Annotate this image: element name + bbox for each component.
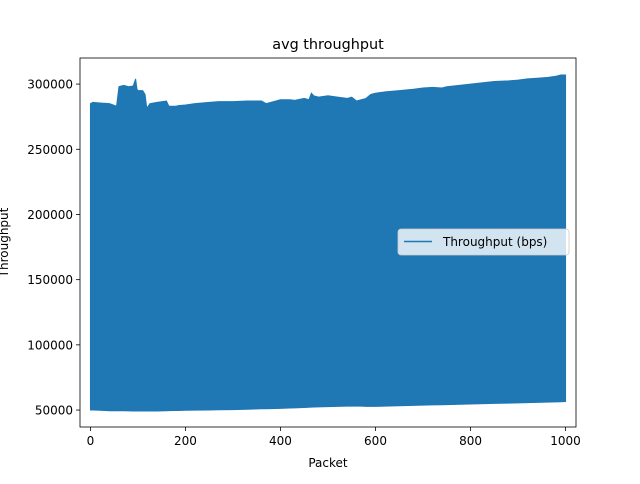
y-axis-label: Throughput: [0, 207, 11, 278]
legend-label: Throughput (bps): [442, 235, 547, 249]
y-tick-label: 300000: [27, 78, 73, 92]
x-tick-label: 600: [364, 434, 387, 448]
x-axis-label: Packet: [308, 456, 348, 470]
series-band-0: [89, 74, 567, 412]
chart-title: avg throughput: [272, 37, 384, 53]
x-axis-ticks: 0 200 400 600 800 1000: [87, 427, 581, 448]
legend-box: [397, 228, 570, 256]
y-tick-label: 150000: [27, 273, 73, 287]
x-tick-label: 0: [87, 434, 95, 448]
y-axis-ticks: 50000 100000 150000 200000 250000 300000: [27, 78, 80, 418]
x-tick-label: 1000: [550, 434, 581, 448]
x-tick-label: 400: [269, 434, 292, 448]
legend: Throughput (bps): [397, 228, 570, 256]
axes-frame: [79, 57, 577, 428]
x-tick-label: 800: [459, 434, 482, 448]
plot-area: [89, 74, 567, 412]
y-tick-label: 100000: [27, 338, 73, 352]
y-tick-label: 250000: [27, 143, 73, 157]
y-tick-label: 50000: [35, 404, 73, 418]
x-tick-label: 200: [174, 434, 197, 448]
y-tick-label: 200000: [27, 208, 73, 222]
